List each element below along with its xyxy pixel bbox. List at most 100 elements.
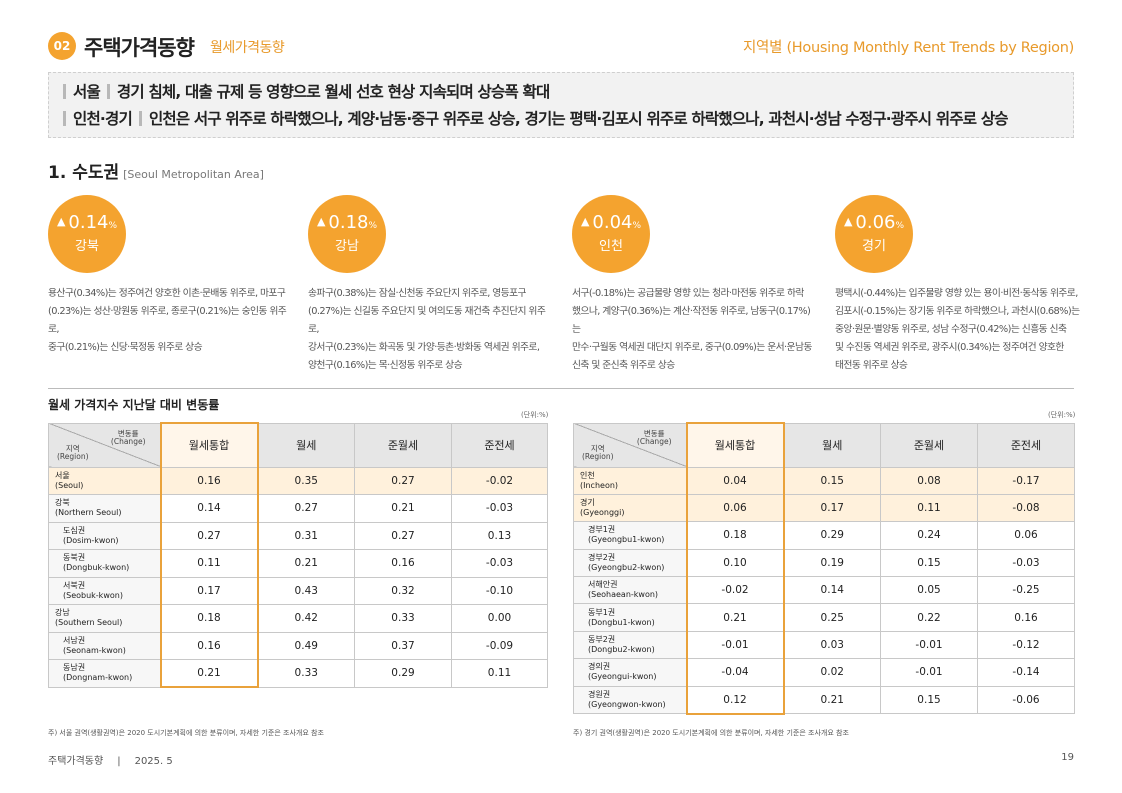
region-cell: 동남권 (Dongnam-kwon) <box>48 659 161 688</box>
page-header: 02 주택가격동향 월세가격동향 지역별 (Housing Monthly Re… <box>48 30 1074 62</box>
region-name-en: (Gyeongui-kwon) <box>588 672 657 682</box>
value-cell: 0.49 <box>257 631 355 660</box>
region-name-kr: 동부1권 <box>588 607 616 617</box>
header-region-en: (Region) <box>582 451 614 461</box>
column-header: 월세통합 <box>159 422 259 468</box>
value-cell: -0.14 <box>977 658 1075 687</box>
value-cell: -0.12 <box>977 630 1075 660</box>
page-footer: 주택가격동향 | 2025. 5 <box>48 752 173 767</box>
value-cell: -0.17 <box>977 466 1075 495</box>
description-line: 중앙·원문·별양동 위주로, 성남 수정구(0.42%)는 신흥동 신축 <box>835 324 1067 335</box>
summary-text: 경기 침체, 대출 규제 등 영향으로 월세 선호 현상 지속되며 상승폭 확대 <box>116 83 550 101</box>
value-cell: 0.10 <box>685 548 785 578</box>
table-row: 서울 (Seoul) 0.16 0.35 0.27 -0.02 <box>48 466 548 495</box>
region-name-kr: 서북권 <box>63 580 86 590</box>
value-cell: 0.19 <box>783 548 881 578</box>
region-name-en: (Dosim-kwon) <box>63 535 119 545</box>
area-title: 1. 수도권 [Seoul Metropolitan Area] <box>48 158 264 183</box>
summary-label: 서울 <box>73 83 101 101</box>
section-number-badge: 02 <box>48 32 76 60</box>
table-row: 경부2권 (Gyeongbu2-kwon) 0.10 0.19 0.15 -0.03 <box>573 548 1075 578</box>
value-cell: 0.21 <box>685 603 785 632</box>
header-change-kr: 변동률 <box>117 428 139 438</box>
region-name-kr: 경부1권 <box>588 525 616 535</box>
description-line: 중구(0.21%)는 신당·묵정동 위주로 상승 <box>48 342 203 353</box>
header-change-kr: 변동률 <box>643 428 665 438</box>
footer-separator: | <box>117 756 121 767</box>
value-cell: 0.16 <box>354 549 452 578</box>
value-cell: 0.08 <box>880 466 978 495</box>
value-cell: -0.01 <box>880 630 978 660</box>
region-value: 0.04 <box>592 212 633 233</box>
region-name-en: (Gyeongwon-kwon) <box>588 699 666 709</box>
value-cell: -0.10 <box>451 576 548 605</box>
value-cell: 0.11 <box>159 549 259 578</box>
table-row: 동부2권 (Dongbu2-kwon) -0.01 0.03 -0.01 -0.12 <box>573 630 1075 660</box>
value-cell: -0.02 <box>451 466 548 495</box>
table-row: 서남권 (Seonam-kwon) 0.16 0.49 0.37 -0.09 <box>48 631 548 660</box>
value-cell: -0.06 <box>977 685 1075 715</box>
description-line: 강서구(0.23%)는 화곡동 및 가양·등촌·방화동 역세권 위주로, <box>308 342 540 353</box>
region-cell: 경기 (Gyeonggi) <box>573 493 687 523</box>
header-region-kr: 지역 <box>65 443 80 453</box>
region-cell: 서해안권 (Seohaean-kwon) <box>573 576 687 605</box>
value-cell: -0.03 <box>977 548 1075 578</box>
region-name-kr: 경기 <box>580 498 595 508</box>
description-line: (0.27%)는 신길동 주요단지 및 여의도동 재건축 추진단지 위주로, <box>308 306 546 335</box>
value-cell: -0.03 <box>451 494 548 523</box>
value-cell: -0.25 <box>977 576 1075 605</box>
value-cell: 0.17 <box>159 576 259 605</box>
description-line: 용산구(0.34%)는 정주여건 양호한 이촌·문배동 위주로, 마포구 <box>48 288 286 299</box>
value-cell: -0.01 <box>685 630 785 660</box>
area-subtitle: [Seoul Metropolitan Area] <box>123 168 264 181</box>
column-header: 월세 <box>257 422 355 468</box>
region-badge-gangbuk: ▲ 0.14% 강북 <box>48 195 126 273</box>
value-cell: 0.18 <box>159 604 259 633</box>
region-value: 0.06 <box>855 212 896 233</box>
value-cell: 0.24 <box>880 521 978 550</box>
region-name-en: (Incheon) <box>580 480 619 490</box>
value-cell: 0.27 <box>354 521 452 550</box>
region-name-en: (Dongbuk-kwon) <box>63 563 130 573</box>
region-unit: % <box>632 221 642 231</box>
table-row: 도심권 (Dosim-kwon) 0.27 0.31 0.27 0.13 <box>48 521 548 550</box>
description-line: 평택시(-0.44%)는 입주물량 영향 있는 용이·비전·동삭동 위주로, <box>835 288 1078 299</box>
table-row: 강남 (Southern Seoul) 0.18 0.42 0.33 0.00 <box>48 604 548 633</box>
divider-bar <box>63 111 66 126</box>
region-name-kr: 서울 <box>55 470 70 480</box>
divider-bar <box>106 84 110 99</box>
value-cell: -0.08 <box>977 493 1075 523</box>
region-name-kr: 서해안권 <box>588 580 618 590</box>
region-badge-gyeonggi: ▲ 0.06% 경기 <box>835 195 913 273</box>
table-row: 경의권 (Gyeongui-kwon) -0.04 0.02 -0.01 -0.14 <box>573 658 1075 687</box>
region-name-en: (Northern Seoul) <box>55 508 122 518</box>
table-title: 월세 가격지수 지난달 대비 변동률 <box>48 398 220 412</box>
description-line: 서구(-0.18%)는 공급물량 영향 있는 청라·마전동 위주로 하락 <box>572 288 804 299</box>
value-cell: 0.17 <box>783 493 881 523</box>
region-cell: 서남권 (Seonam-kwon) <box>48 631 161 660</box>
region-cell: 경부1권 (Gyeongbu1-kwon) <box>573 521 687 550</box>
value-cell: 0.33 <box>257 659 355 688</box>
region-cell: 인천 (Incheon) <box>573 466 687 495</box>
value-cell: 0.42 <box>257 604 355 633</box>
value-cell: 0.16 <box>159 466 259 495</box>
table-row: 동부1권 (Dongbu1-kwon) 0.21 0.25 0.22 0.16 <box>573 603 1075 632</box>
value-cell: 0.15 <box>880 548 978 578</box>
region-value: 0.18 <box>328 212 369 233</box>
area-title-text: 1. 수도권 <box>48 163 120 183</box>
value-cell: 0.21 <box>783 685 881 715</box>
region-name-en: (Gyeonggi) <box>580 508 625 518</box>
value-cell: 0.25 <box>783 603 881 632</box>
region-description-gangnam: 송파구(0.38%)는 잠실·신천동 주요단지 위주로, 영등포구 (0.27%… <box>308 285 553 375</box>
table-row: 동남권 (Dongnam-kwon) 0.21 0.33 0.29 0.11 <box>48 659 548 688</box>
description-line: 양천구(0.16%)는 목·신정동 위주로 상승 <box>308 360 463 371</box>
value-cell: 0.43 <box>257 576 355 605</box>
value-cell: 0.31 <box>257 521 355 550</box>
section-title: 주택가격동향 <box>84 36 195 60</box>
description-line: 만수·구월동 역세권 대단지 위주로, 중구(0.09%)는 운서·운남동 <box>572 342 812 353</box>
divider-bar <box>63 84 66 99</box>
region-name-kr: 서남권 <box>63 635 86 645</box>
region-unit: % <box>108 221 118 231</box>
description-line: 송파구(0.38%)는 잠실·신천동 주요단지 위주로, 영등포구 <box>308 288 527 299</box>
value-cell: 0.14 <box>783 576 881 605</box>
